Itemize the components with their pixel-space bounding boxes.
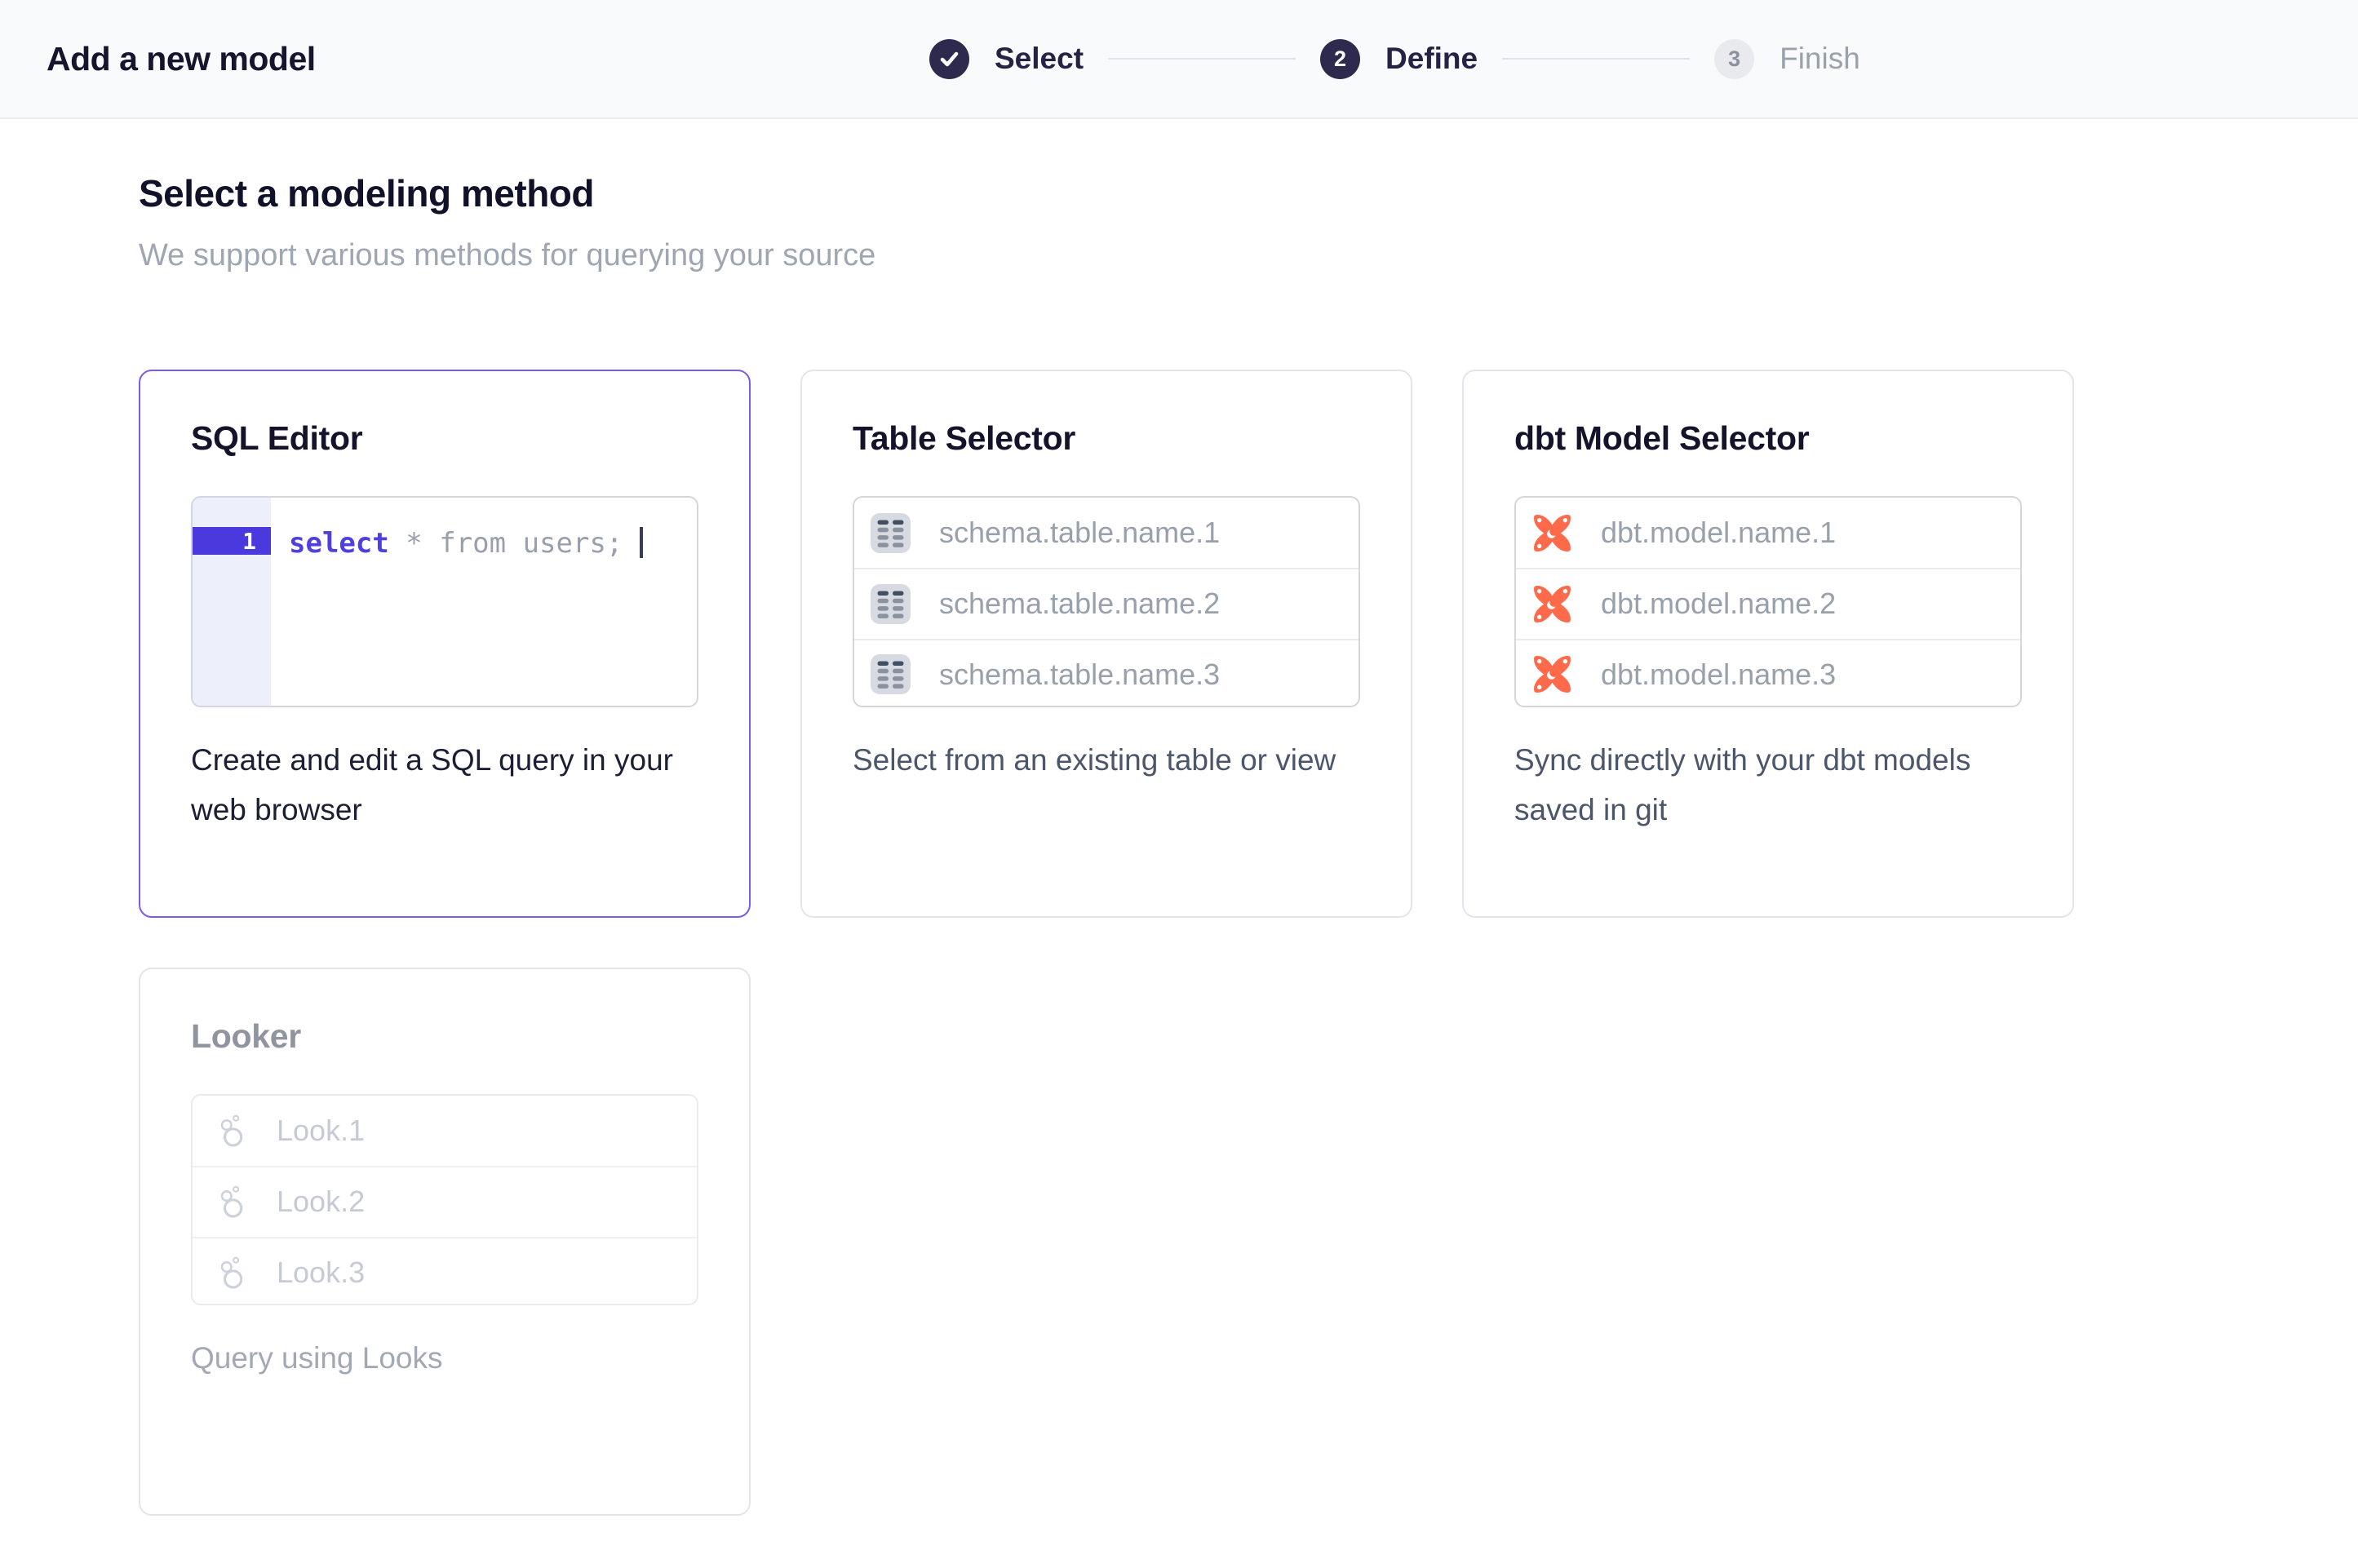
looker-list-preview: Look.1 Look.2 Look.3 [191,1094,698,1305]
step-finish: 3 Finish [1714,38,1860,79]
list-item: Look.2 [193,1166,697,1236]
looker-logo-icon [220,1114,243,1147]
dbt-item-label: dbt.model.name.2 [1601,587,1837,621]
card-table-selector-title: Table Selector [853,419,1076,457]
card-dbt-model-selector[interactable]: dbt Model Selector dbt.model.name.1 [1462,370,2074,918]
section-subheading: We support various methods for querying … [139,238,876,272]
looker-item-label: Look.3 [277,1255,366,1289]
table-item-label: schema.table.name.3 [939,657,1221,691]
card-table-selector-description: Select from an existing table or view [853,743,1336,777]
list-item: schema.table.name.1 [854,498,1359,568]
sql-code-line: select * from users; [271,498,697,706]
step-select[interactable]: Select [929,38,1084,79]
dbt-item-label: dbt.model.name.1 [1601,516,1837,550]
looker-item-label: Look.1 [277,1114,366,1148]
card-dbt-model-selector-title: dbt Model Selector [1514,419,1810,457]
check-icon [940,51,959,66]
dbt-logo-icon [1534,656,1571,693]
dbt-item-label: dbt.model.name.3 [1601,657,1837,691]
sql-keyword: select [289,527,389,560]
sql-code-rest: * from users; [388,527,640,560]
card-sql-editor-description: Create and edit a SQL query in your web … [191,743,673,826]
list-item: Look.3 [193,1236,697,1304]
table-grid-icon [871,512,911,553]
card-dbt-model-selector-description: Sync directly with your dbt models saved… [1514,743,1971,826]
top-bar: Add a new model Select 2 Define 3 Finish [0,0,2358,119]
sql-editor-gutter: 1 [193,498,271,706]
list-item: dbt.model.name.2 [1516,568,2020,638]
dbt-logo-icon [1534,585,1571,622]
list-item: schema.table.name.3 [854,638,1359,706]
page-title: Add a new model [47,39,316,78]
step-connector [1108,58,1296,60]
text-cursor [639,527,643,558]
card-sql-editor[interactable]: SQL Editor 1 select * from users; Create… [139,370,751,918]
content: Select a modeling method We support vari… [0,119,2358,1516]
sql-editor-preview: 1 select * from users; [191,496,698,707]
dbt-list-preview: dbt.model.name.1 dbt.model.name.2 [1514,496,2022,707]
table-grid-icon [871,654,911,695]
step-finish-label: Finish [1780,42,1860,75]
card-sql-editor-title: SQL Editor [191,419,363,457]
table-list-preview: schema.table.name.1 schema.table.name.2 [853,496,1360,707]
card-looker-title: Looker [191,1017,301,1055]
stepper: Select 2 Define 3 Finish [929,0,1860,117]
dbt-logo-icon [1534,514,1571,551]
step-define-circle: 2 [1320,38,1361,79]
table-item-label: schema.table.name.1 [939,516,1221,550]
card-looker-description: Query using Looks [191,1341,443,1375]
card-table-selector[interactable]: Table Selector schema.table.name.1 [800,370,1412,918]
step-select-label: Select [995,42,1084,75]
line-number-badge: 1 [193,527,271,555]
step-finish-circle: 3 [1714,38,1755,79]
card-looker[interactable]: Looker Look.1 Look.2 [139,968,751,1516]
step-define: 2 Define [1320,38,1478,79]
looker-item-label: Look.2 [277,1185,366,1219]
step-define-label: Define [1385,42,1478,75]
looker-logo-icon [220,1256,243,1289]
list-item: schema.table.name.2 [854,568,1359,638]
list-item: dbt.model.name.3 [1516,638,2020,706]
step-connector [1502,58,1691,60]
looker-logo-icon [220,1186,243,1218]
step-complete-circle [929,38,969,79]
list-item: dbt.model.name.1 [1516,498,2020,568]
list-item: Look.1 [193,1096,697,1166]
table-grid-icon [871,583,911,624]
method-card-grid: SQL Editor 1 select * from users; Create… [139,370,2081,1516]
table-item-label: schema.table.name.2 [939,587,1221,621]
section-heading: Select a modeling method [139,172,595,215]
